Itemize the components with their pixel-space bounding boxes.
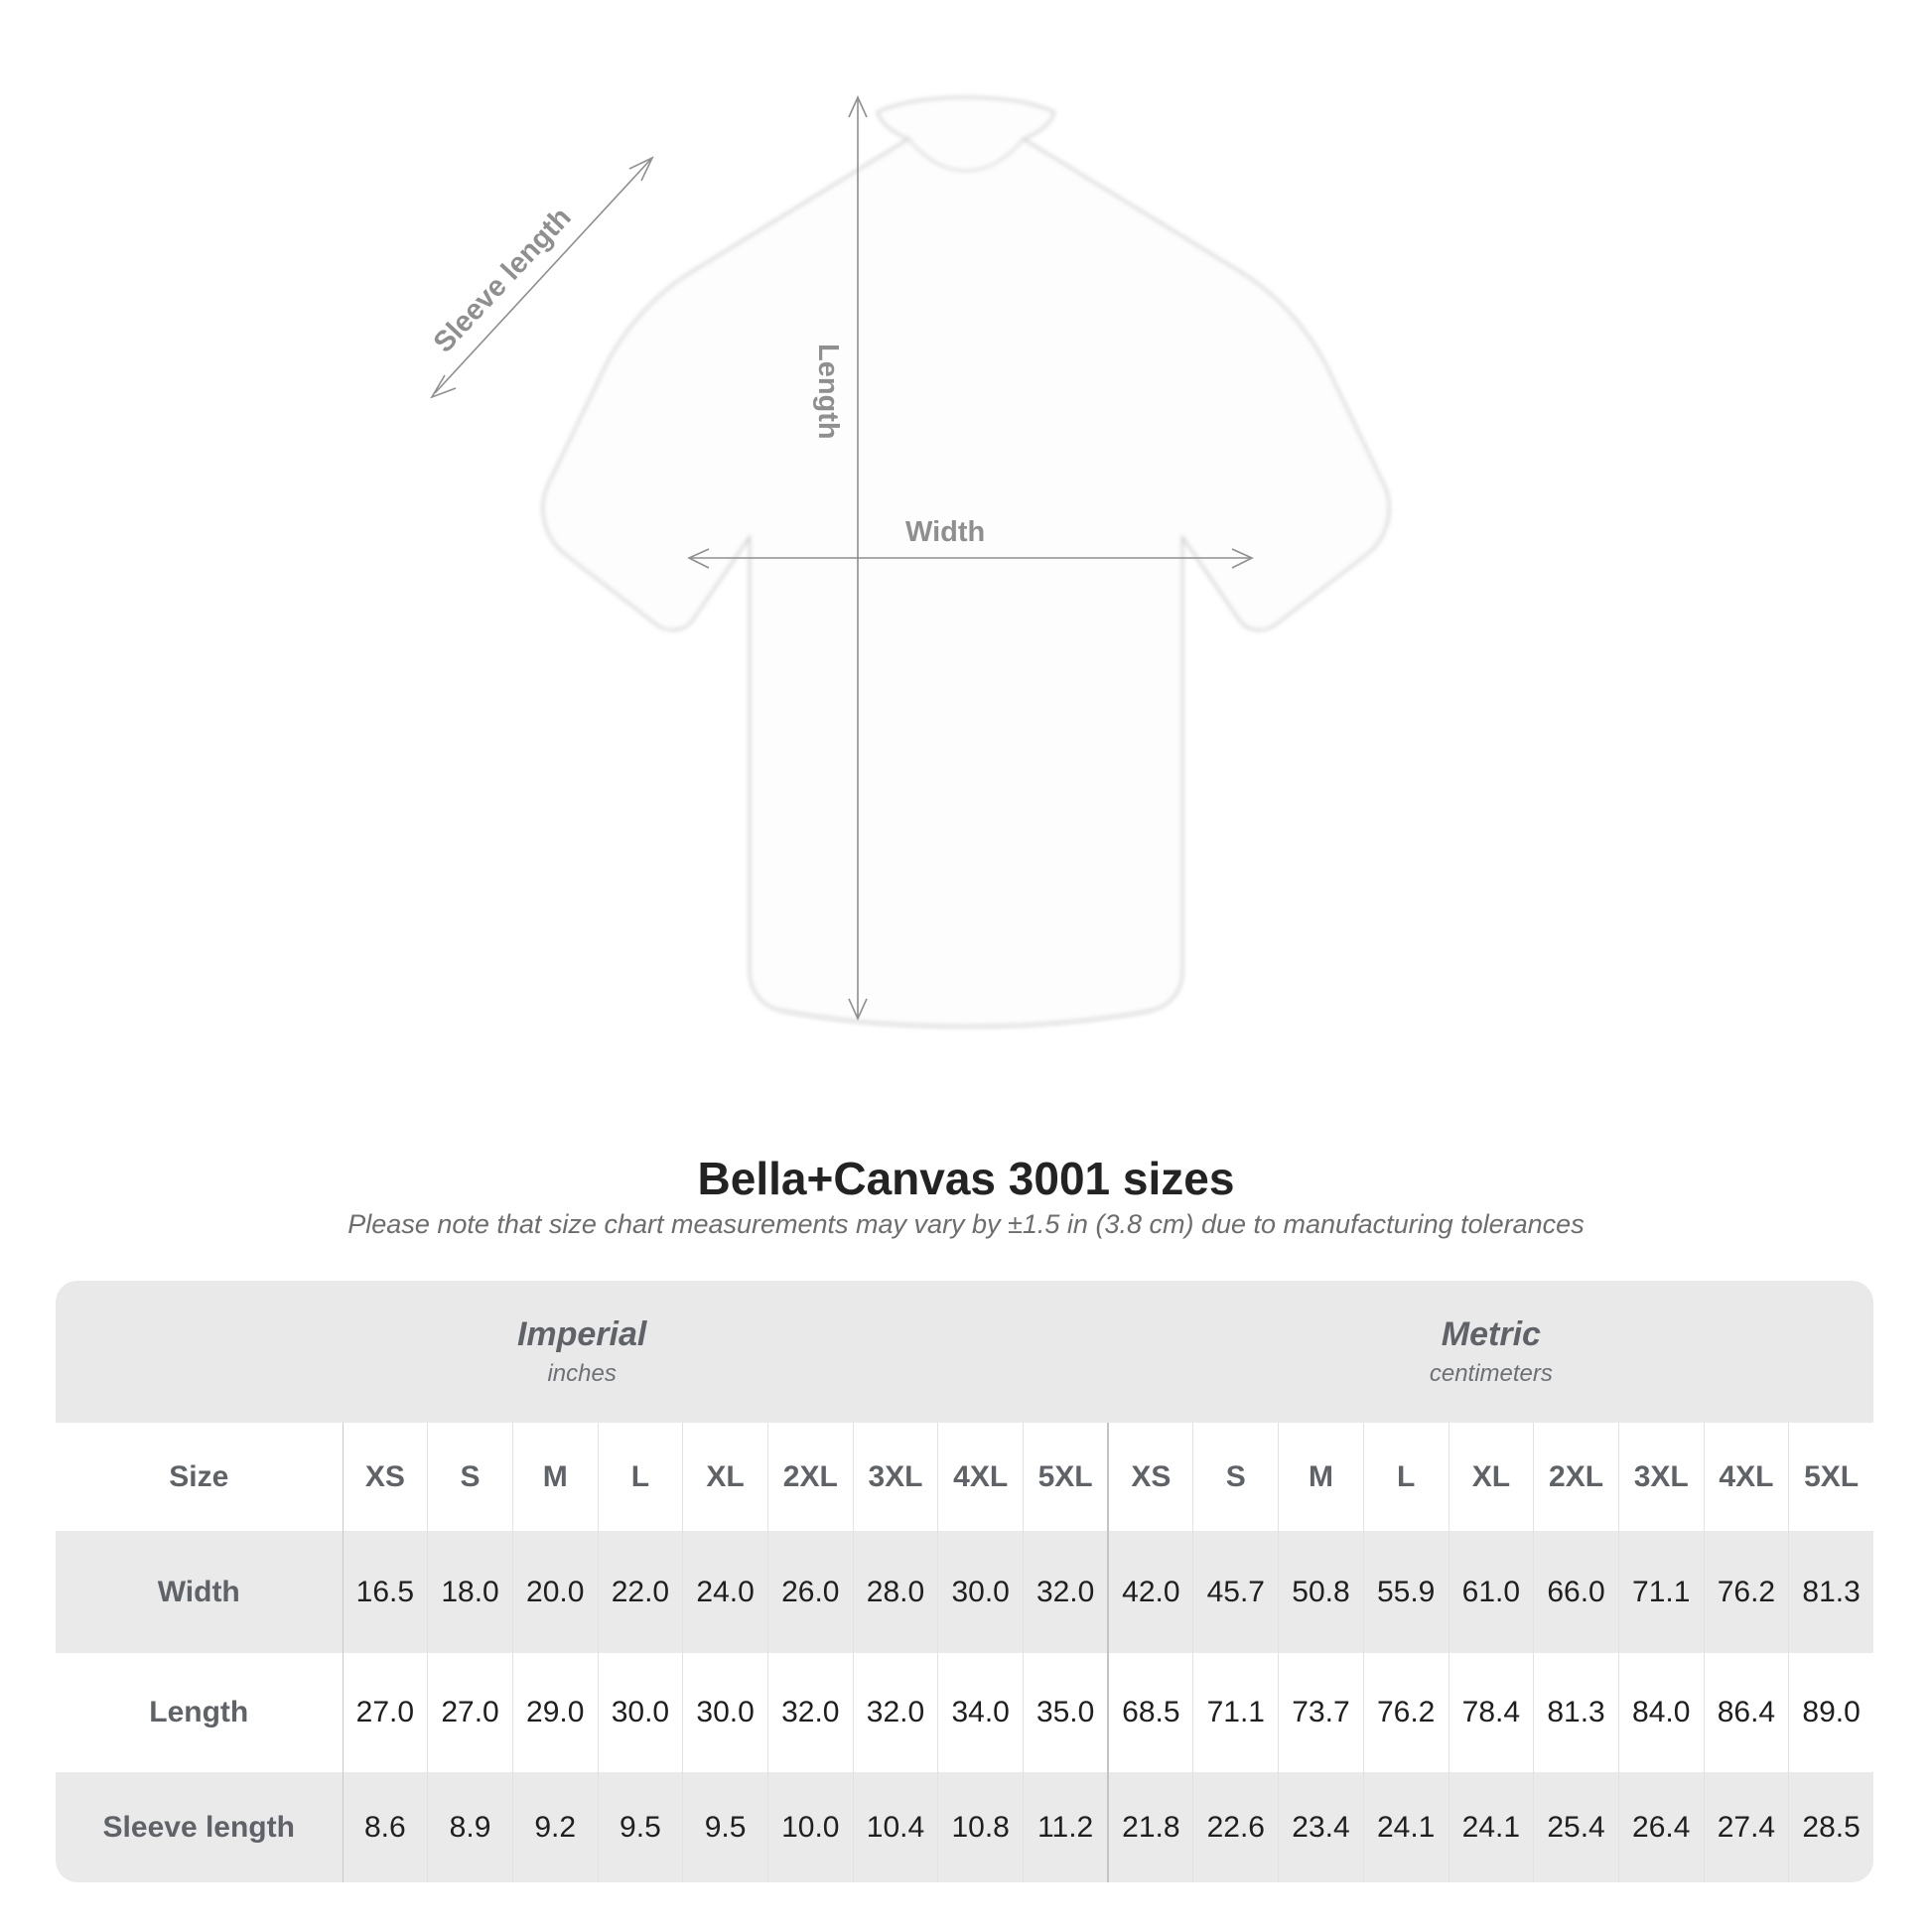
svg-text:Width: Width (905, 516, 985, 548)
